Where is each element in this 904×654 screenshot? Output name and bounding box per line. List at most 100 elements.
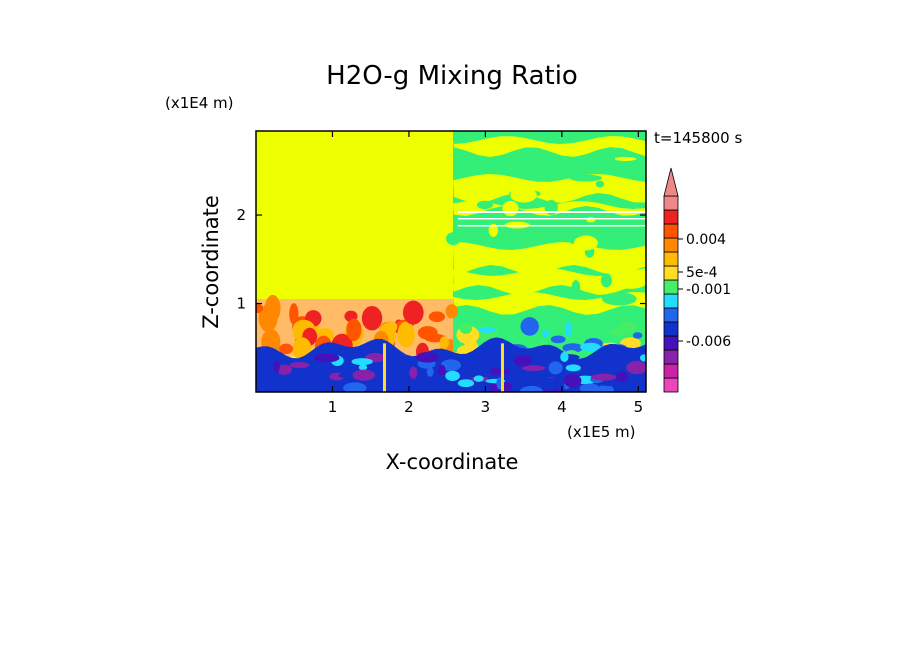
field-eddy bbox=[590, 373, 617, 381]
field-blob bbox=[600, 273, 612, 288]
field-plume bbox=[397, 321, 415, 348]
colorbar-label: 0.004 bbox=[686, 232, 726, 248]
colorbar-segment bbox=[663, 321, 679, 337]
field-eddy bbox=[273, 360, 280, 373]
field-plume bbox=[258, 304, 278, 332]
field-plume bbox=[550, 335, 566, 344]
field-plume bbox=[542, 330, 550, 337]
field-blob bbox=[595, 180, 605, 188]
field-eddy bbox=[522, 365, 546, 371]
colorbar-label: -0.001 bbox=[686, 282, 731, 298]
field-line bbox=[458, 225, 646, 227]
colorbar-label: -0.006 bbox=[686, 334, 731, 350]
field-eddy bbox=[445, 370, 460, 381]
field-blob bbox=[476, 200, 493, 210]
x-tick-label: 1 bbox=[328, 398, 338, 416]
colorbar-label: 5e-4 bbox=[686, 265, 718, 281]
field-eddy bbox=[560, 351, 569, 363]
field-blob bbox=[446, 232, 461, 246]
field-plume bbox=[459, 323, 472, 334]
field-plume bbox=[361, 305, 383, 331]
colorbar-extend-triangle bbox=[663, 167, 679, 197]
field-eddy bbox=[409, 366, 418, 380]
field-eddy bbox=[467, 359, 487, 370]
field-band bbox=[453, 292, 646, 315]
field-eddy bbox=[548, 361, 563, 375]
field-blob bbox=[533, 245, 568, 255]
colorbar-segment bbox=[663, 195, 679, 211]
field-plume bbox=[439, 336, 449, 350]
field-eddy bbox=[343, 382, 367, 392]
colorbar-segment bbox=[663, 349, 679, 365]
field-eddy bbox=[519, 385, 543, 392]
colorbar: 0.004 5e-4-0.001 -0.006 bbox=[663, 167, 731, 393]
field-plume bbox=[562, 343, 583, 353]
x-axis: 1 2 3 4 5 bbox=[328, 131, 643, 416]
field-plume bbox=[609, 328, 629, 337]
field-plume bbox=[445, 304, 459, 319]
chart-title: H2O-g Mixing Ratio bbox=[326, 61, 578, 91]
field-eddy bbox=[437, 364, 446, 376]
field-plume bbox=[632, 332, 643, 339]
field-blob bbox=[571, 280, 581, 295]
field-blob bbox=[625, 264, 637, 275]
field-plume bbox=[289, 303, 299, 325]
field-line bbox=[458, 218, 646, 220]
colorbar-segment bbox=[663, 279, 679, 295]
colorbar-segment bbox=[663, 293, 679, 309]
field-eddy bbox=[426, 367, 434, 377]
field-band bbox=[453, 136, 646, 157]
y-axis: 12 bbox=[236, 206, 646, 313]
field-eddy bbox=[277, 364, 292, 375]
x-unit-label: (x1E5 m) bbox=[567, 423, 636, 441]
field-blob bbox=[573, 235, 598, 251]
field-eddy bbox=[440, 359, 461, 372]
field-band bbox=[453, 242, 646, 275]
field-eddy bbox=[626, 360, 646, 375]
field-blob bbox=[614, 274, 646, 289]
field-eddy bbox=[563, 374, 582, 388]
field-blob bbox=[510, 187, 537, 203]
field-blob bbox=[541, 186, 571, 200]
x-tick-label: 3 bbox=[481, 398, 491, 416]
field-blob bbox=[502, 200, 519, 217]
x-tick-label: 5 bbox=[634, 398, 644, 416]
field-blob bbox=[588, 276, 599, 285]
plot-area bbox=[256, 131, 646, 392]
field-blob bbox=[461, 247, 495, 253]
colorbar-segment bbox=[663, 307, 679, 323]
field-eddy bbox=[489, 368, 502, 376]
field-eddy bbox=[542, 378, 558, 391]
field-eddy bbox=[631, 374, 646, 385]
field-blob bbox=[526, 156, 537, 173]
field-blob bbox=[444, 284, 462, 291]
field-plume bbox=[417, 326, 438, 340]
field-blob bbox=[564, 157, 586, 169]
colorbar-segment bbox=[663, 237, 679, 253]
field-plume bbox=[256, 303, 264, 314]
field-eddy bbox=[639, 354, 646, 362]
field-eddy bbox=[351, 358, 373, 366]
field-eddy bbox=[406, 358, 416, 364]
field-line bbox=[458, 211, 646, 213]
field-eddy bbox=[289, 361, 310, 369]
field-blob bbox=[614, 156, 637, 161]
field-plume bbox=[293, 329, 302, 340]
field-plume bbox=[346, 318, 362, 342]
x-tick-label: 4 bbox=[557, 398, 567, 416]
colorbar-segment bbox=[663, 265, 679, 281]
y-tick-label: 1 bbox=[236, 295, 246, 313]
field-eddy bbox=[313, 353, 340, 363]
field-plume bbox=[385, 321, 398, 334]
field-plume bbox=[428, 311, 446, 323]
colorbar-segment bbox=[663, 223, 679, 239]
field-plume bbox=[402, 300, 424, 325]
colorbar-segment bbox=[663, 377, 679, 393]
x-axis-label: X-coordinate bbox=[386, 450, 519, 474]
colorbar-segment bbox=[663, 363, 679, 379]
field-blob bbox=[569, 174, 603, 182]
field-eddy bbox=[439, 381, 462, 392]
field-eddy bbox=[513, 355, 533, 367]
colorbar-segment bbox=[663, 335, 679, 351]
field-blob bbox=[528, 272, 555, 284]
